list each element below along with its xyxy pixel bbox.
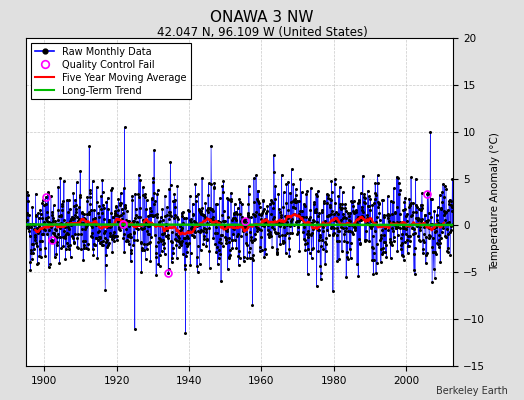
Text: 42.047 N, 96.109 W (United States): 42.047 N, 96.109 W (United States)	[157, 26, 367, 39]
Text: Berkeley Earth: Berkeley Earth	[436, 386, 508, 396]
Y-axis label: Temperature Anomaly (°C): Temperature Anomaly (°C)	[490, 132, 500, 272]
Text: ONAWA 3 NW: ONAWA 3 NW	[210, 10, 314, 25]
Legend: Raw Monthly Data, Quality Control Fail, Five Year Moving Average, Long-Term Tren: Raw Monthly Data, Quality Control Fail, …	[31, 43, 191, 99]
